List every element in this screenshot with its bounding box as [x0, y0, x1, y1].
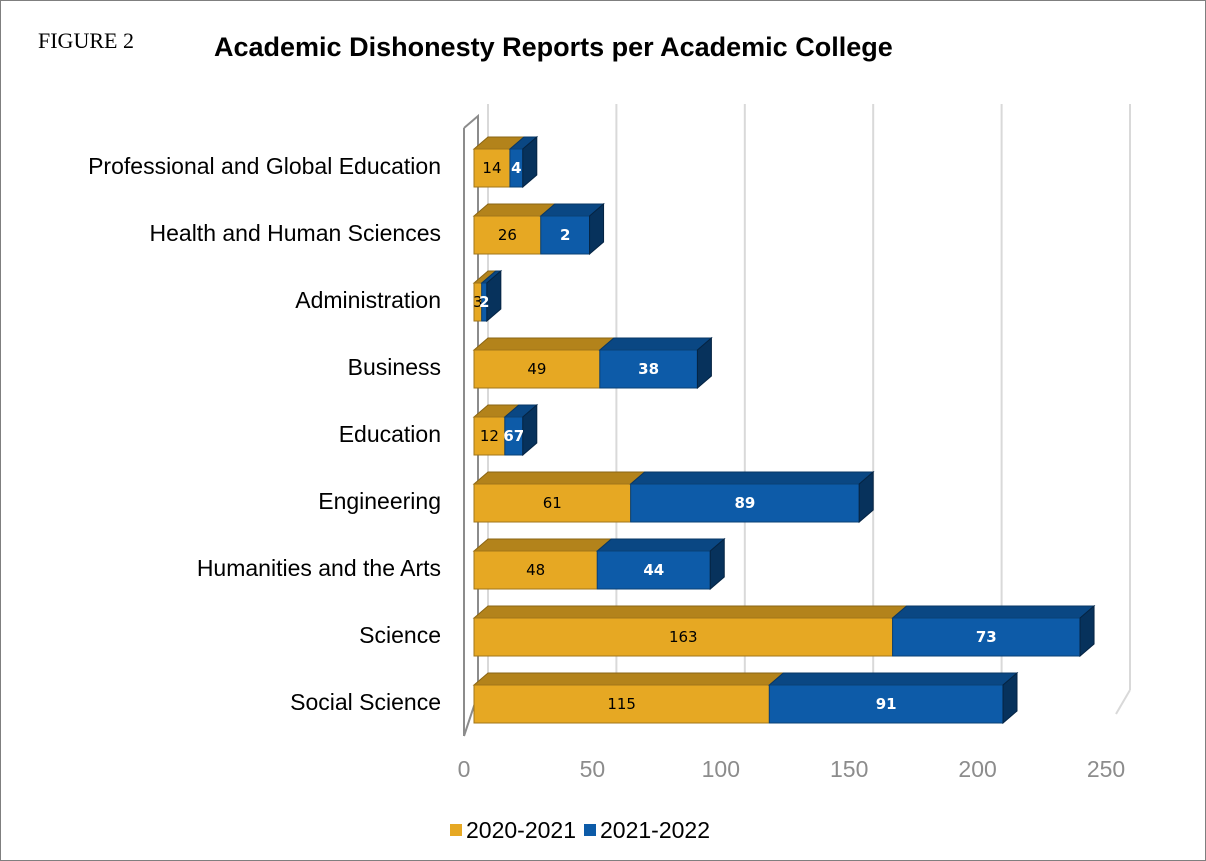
bar-top-2021-2022-6 [595, 538, 726, 552]
data-label-2021-2022-1: 2 [560, 226, 570, 244]
legend-swatch-2020-2021 [450, 824, 462, 836]
data-label-2020-2021-3: 49 [527, 360, 546, 378]
legend-swatch-2021-2022 [584, 824, 596, 836]
bar-2020-2021-3 [473, 349, 601, 389]
x-tick-label-200: 200 [958, 756, 996, 782]
x-tick-label-250: 250 [1087, 756, 1125, 782]
bar-top-2020-2021-6 [472, 538, 613, 552]
data-label-2020-2021-7: 163 [669, 628, 698, 646]
category-label-6: Humanities and the Arts [197, 555, 441, 581]
bar-2020-2021-7 [473, 617, 894, 657]
data-label-2020-2021-4: 12 [480, 427, 499, 445]
bar-side-2021-2022-5 [858, 470, 874, 524]
x-tick-label-0: 0 [458, 756, 471, 782]
bar-top-2021-2022-7 [891, 605, 1096, 619]
bar-2020-2021-1 [473, 215, 542, 255]
category-label-2: Administration [295, 287, 441, 313]
bar-2020-2021-4 [473, 416, 506, 456]
bar-top-2021-2022-8 [767, 672, 1019, 686]
side-wall [463, 113, 479, 737]
data-label-2021-2022-7: 73 [976, 628, 997, 646]
category-label-8: Social Science [290, 689, 441, 715]
data-label-2020-2021-0: 14 [482, 159, 501, 177]
data-label-2021-2022-2: 2 [479, 293, 489, 311]
bar-2021-2022-5 [630, 483, 860, 523]
bar-2021-2022-8 [768, 684, 1004, 724]
bar-side-2021-2022-3 [696, 336, 712, 390]
legend-item-2021-2022: 2021-2022 [584, 817, 710, 844]
legend-label-2020-2021: 2020-2021 [466, 816, 576, 843]
data-label-2021-2022-4: 67 [503, 427, 524, 445]
bar-2021-2022-3 [599, 349, 698, 389]
bar-2020-2021-5 [473, 483, 632, 523]
chart-title: Academic Dishonesty Reports per Academic… [214, 32, 893, 62]
bar-side-2021-2022-2 [486, 269, 502, 323]
bar-2021-2022-7 [892, 617, 1081, 657]
figure-label: FIGURE 2 [38, 28, 134, 53]
bar-side-2021-2022-6 [709, 537, 725, 591]
x-tick-label-50: 50 [580, 756, 606, 782]
bar-side-2021-2022-8 [1002, 671, 1018, 725]
bar-side-2021-2022-1 [589, 202, 605, 256]
bar-top-2020-2021-8 [472, 672, 785, 686]
data-label-2020-2021-8: 115 [607, 695, 636, 713]
data-label-2020-2021-5: 61 [543, 494, 562, 512]
data-label-2021-2022-6: 44 [643, 561, 664, 579]
bar-2021-2022-6 [596, 550, 711, 590]
data-label-2020-2021-6: 48 [526, 561, 545, 579]
bar-top-2020-2021-3 [472, 337, 616, 351]
floor-gridline-250 [1115, 689, 1131, 715]
bar-side-2021-2022-4 [522, 403, 538, 457]
data-label-2021-2022-0: 4 [511, 159, 521, 177]
bar-side-2021-2022-7 [1079, 604, 1095, 658]
x-tick-label-150: 150 [830, 756, 868, 782]
data-label-2020-2021-2: 3 [473, 293, 483, 311]
bar-2020-2021-0 [473, 148, 511, 188]
bar-top-2021-2022-5 [629, 471, 875, 485]
bar-side-2021-2022-0 [522, 135, 538, 189]
bar-top-2021-2022-3 [598, 337, 713, 351]
bar-2020-2021-6 [473, 550, 598, 590]
data-label-2020-2021-1: 26 [498, 226, 517, 244]
category-label-7: Science [359, 622, 441, 648]
legend-item-2020-2021: 2020-2021 [450, 817, 576, 844]
category-label-4: Education [339, 421, 441, 447]
category-label-0: Professional and Global Education [88, 153, 441, 179]
legend-label-2021-2022: 2021-2022 [600, 816, 710, 843]
legend: 2020-2021 2021-2022 [450, 815, 718, 845]
category-label-5: Engineering [318, 488, 441, 514]
data-label-2021-2022-8: 91 [876, 695, 897, 713]
category-label-3: Business [348, 354, 441, 380]
bar-2020-2021-8 [473, 684, 770, 724]
bar-top-2020-2021-5 [472, 471, 646, 485]
data-label-2021-2022-3: 38 [638, 360, 659, 378]
x-tick-label-100: 100 [702, 756, 740, 782]
bar-top-2020-2021-7 [472, 605, 908, 619]
category-label-1: Health and Human Sciences [150, 220, 442, 246]
data-label-2021-2022-5: 89 [734, 494, 755, 512]
bar-2021-2022-1 [540, 215, 591, 255]
